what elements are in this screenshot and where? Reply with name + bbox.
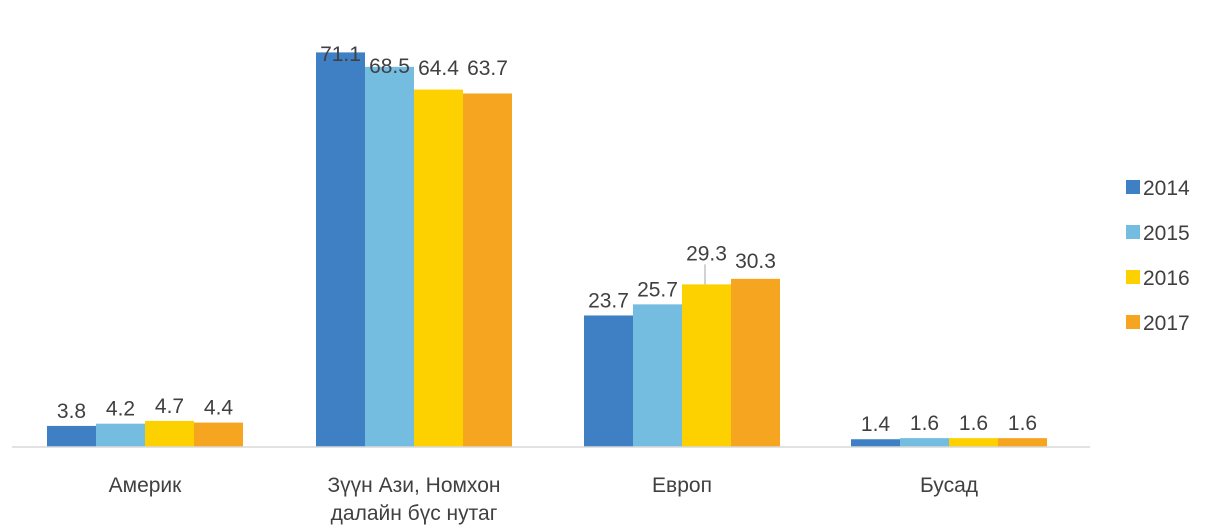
data-labels-layer: 3.8 4.2 4.7 4.4 71.1 68.5 64.4 63.7 23.7 25.7 29.3… xyxy=(57,43,1037,436)
data-label-2017-2: 30.3 xyxy=(735,250,776,273)
bar-2017-0 xyxy=(194,422,243,447)
data-label-2015-2: 25.7 xyxy=(637,278,678,301)
data-label-2015-3: 1.6 xyxy=(910,412,939,435)
bar-2016-1 xyxy=(414,89,463,447)
legend-swatch-2017 xyxy=(1126,315,1140,329)
bar-2015-0 xyxy=(96,423,145,447)
bar-2017-3 xyxy=(998,438,1047,447)
data-label-2014-0: 3.8 xyxy=(57,400,86,423)
legend-label-2015: 2015 xyxy=(1143,222,1190,245)
legend-swatch-2016 xyxy=(1126,270,1140,284)
category-label-0-0: Америк xyxy=(109,474,183,497)
data-label-2015-0: 4.2 xyxy=(106,398,135,421)
bar-2014-3 xyxy=(851,439,900,447)
data-label-2015-1: 68.5 xyxy=(369,55,410,78)
legend-label-2014: 2014 xyxy=(1143,177,1190,200)
bar-2014-1 xyxy=(316,52,365,448)
data-label-2016-0: 4.7 xyxy=(155,395,184,418)
bar-2015-2 xyxy=(633,304,682,447)
legend-label-2016: 2016 xyxy=(1143,267,1190,290)
bar-2017-2 xyxy=(731,278,780,447)
bar-2016-3 xyxy=(949,438,998,447)
bar-2016-2 xyxy=(682,284,731,447)
category-labels-layer: Америк Зүүн Ази, Номхон далайн бүс нутаг Ев… xyxy=(109,474,978,525)
bar-2016-0 xyxy=(145,420,194,447)
data-label-2014-3: 1.4 xyxy=(861,413,891,436)
legend-swatch-2015 xyxy=(1126,225,1140,239)
legend-label-2017: 2017 xyxy=(1143,312,1190,335)
data-label-2016-2: 29.3 xyxy=(686,242,727,265)
data-label-2017-1: 63.7 xyxy=(467,57,508,80)
data-label-2016-3: 1.6 xyxy=(959,412,988,435)
category-label-1-1: далайн бүс нутаг xyxy=(331,502,498,525)
data-label-2017-3: 1.6 xyxy=(1008,412,1037,435)
bar-2015-1 xyxy=(365,66,414,447)
bar-2017-1 xyxy=(463,93,512,447)
category-label-2-0: Европ xyxy=(652,474,712,497)
data-label-2016-1: 64.4 xyxy=(418,57,459,80)
category-label-1-0: Зүүн Ази, Номхон xyxy=(328,474,501,497)
bar-2015-3 xyxy=(900,438,949,447)
category-label-3-0: Бусад xyxy=(920,474,978,497)
bar-2014-0 xyxy=(47,425,96,447)
data-label-2017-0: 4.4 xyxy=(204,397,234,420)
bar-2014-2 xyxy=(584,315,633,447)
bars-layer xyxy=(47,52,1047,448)
legend-swatch-2014 xyxy=(1126,180,1140,194)
data-label-2014-1: 71.1 xyxy=(320,43,361,66)
data-label-2014-2: 23.7 xyxy=(588,289,629,312)
legend: 2014 2015 2016 2017 xyxy=(1126,177,1190,335)
